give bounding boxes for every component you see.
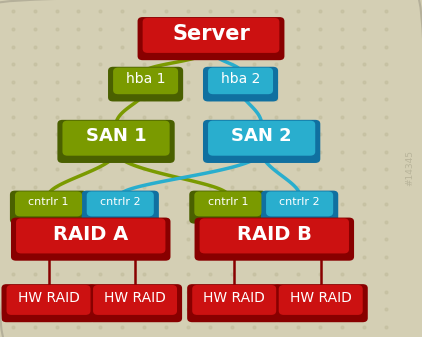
Text: cntrlr 2: cntrlr 2 bbox=[279, 197, 320, 207]
Text: HW RAID: HW RAID bbox=[203, 291, 265, 305]
FancyBboxPatch shape bbox=[7, 285, 91, 315]
FancyBboxPatch shape bbox=[16, 218, 165, 253]
FancyBboxPatch shape bbox=[266, 191, 333, 216]
Text: Server: Server bbox=[172, 24, 250, 44]
FancyBboxPatch shape bbox=[203, 67, 278, 101]
Text: cntrlr 1: cntrlr 1 bbox=[28, 197, 69, 207]
FancyBboxPatch shape bbox=[192, 285, 276, 315]
FancyBboxPatch shape bbox=[189, 191, 267, 224]
FancyBboxPatch shape bbox=[143, 18, 279, 53]
FancyBboxPatch shape bbox=[62, 121, 170, 156]
FancyBboxPatch shape bbox=[81, 191, 159, 224]
FancyBboxPatch shape bbox=[15, 191, 82, 216]
FancyBboxPatch shape bbox=[138, 17, 284, 60]
Text: HW RAID: HW RAID bbox=[104, 291, 166, 305]
FancyBboxPatch shape bbox=[88, 284, 182, 322]
Text: SAN 1: SAN 1 bbox=[86, 127, 146, 146]
FancyBboxPatch shape bbox=[208, 121, 315, 156]
Text: hba 1: hba 1 bbox=[126, 72, 165, 86]
FancyBboxPatch shape bbox=[195, 218, 354, 261]
Text: hba 2: hba 2 bbox=[221, 72, 260, 86]
FancyBboxPatch shape bbox=[261, 191, 338, 224]
FancyBboxPatch shape bbox=[187, 284, 281, 322]
Text: HW RAID: HW RAID bbox=[18, 291, 79, 305]
FancyBboxPatch shape bbox=[200, 218, 349, 253]
FancyBboxPatch shape bbox=[108, 67, 183, 101]
Text: cntrlr 1: cntrlr 1 bbox=[208, 197, 248, 207]
FancyBboxPatch shape bbox=[11, 218, 170, 261]
FancyBboxPatch shape bbox=[279, 285, 362, 315]
Text: RAID A: RAID A bbox=[53, 225, 128, 244]
FancyBboxPatch shape bbox=[208, 67, 273, 94]
FancyBboxPatch shape bbox=[57, 120, 175, 163]
FancyBboxPatch shape bbox=[2, 284, 95, 322]
FancyBboxPatch shape bbox=[203, 120, 320, 163]
FancyBboxPatch shape bbox=[195, 191, 262, 216]
FancyBboxPatch shape bbox=[87, 191, 154, 216]
Text: HW RAID: HW RAID bbox=[290, 291, 352, 305]
Text: RAID B: RAID B bbox=[237, 225, 312, 244]
FancyBboxPatch shape bbox=[93, 285, 177, 315]
Text: #14345: #14345 bbox=[406, 151, 415, 186]
Text: cntrlr 2: cntrlr 2 bbox=[100, 197, 141, 207]
FancyBboxPatch shape bbox=[273, 284, 368, 322]
FancyBboxPatch shape bbox=[113, 67, 178, 94]
FancyBboxPatch shape bbox=[10, 191, 87, 224]
Text: SAN 2: SAN 2 bbox=[231, 127, 292, 146]
